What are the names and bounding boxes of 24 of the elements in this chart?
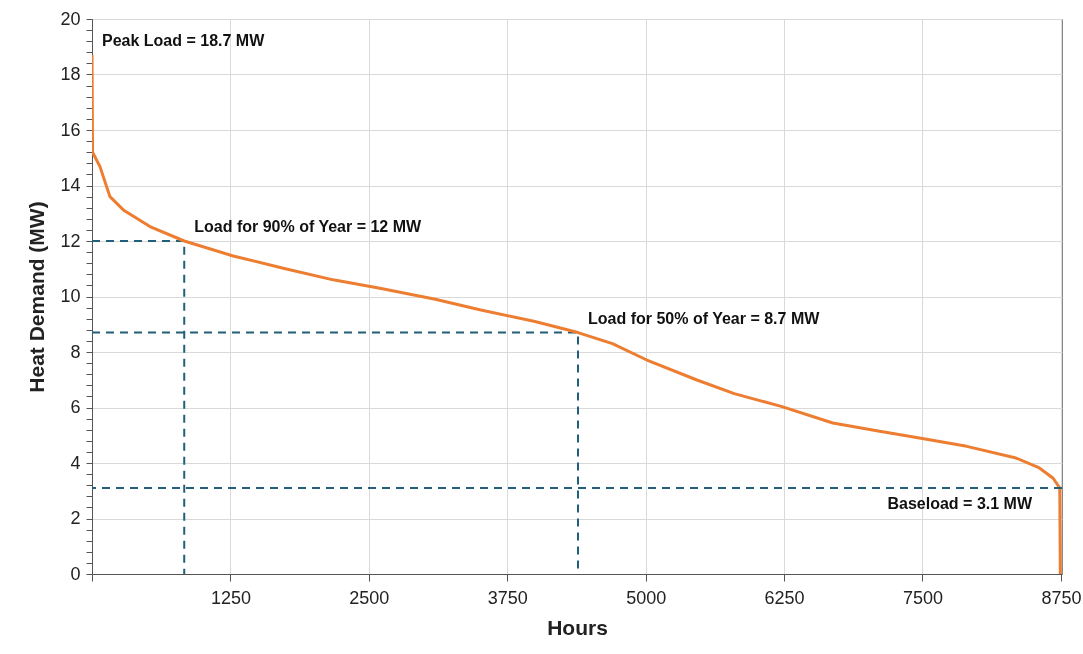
annotation: Load for 50% of Year = 8.7 MW (588, 309, 821, 327)
annotation: Peak Load = 18.7 MW (102, 32, 266, 50)
x-tick-label: 2500 (349, 587, 390, 608)
x-tick-label: 1250 (210, 587, 251, 608)
x-tick-label: 8750 (1041, 587, 1082, 608)
y-tick-label: 6 (70, 397, 81, 417)
x-tick-label: 6250 (764, 587, 805, 608)
ref-line-label: Baseload = 3.1 MW (887, 494, 1033, 512)
x-tick-label: 5000 (626, 587, 667, 608)
y-tick-label: 10 (60, 286, 81, 306)
y-tick-label: 18 (60, 64, 81, 84)
annotation: Load for 90% of Year = 12 MW (194, 218, 423, 235)
y-tick-label: 2 (70, 508, 81, 528)
y-tick-label: 4 (70, 452, 81, 473)
x-axis-title: Hours (547, 615, 608, 639)
x-tick-label: 7500 (902, 587, 943, 608)
y-tick-label: 14 (60, 175, 81, 195)
y-tick-label: 20 (60, 8, 81, 29)
y-tick-label: 16 (60, 119, 81, 140)
x-tick-label: 3750 (487, 587, 528, 608)
y-tick-label: 8 (70, 341, 81, 362)
y-tick-label: 0 (70, 563, 81, 584)
y-axis-title: Heat Demand (MW) (25, 201, 49, 393)
y-tick-label: 12 (60, 230, 81, 251)
